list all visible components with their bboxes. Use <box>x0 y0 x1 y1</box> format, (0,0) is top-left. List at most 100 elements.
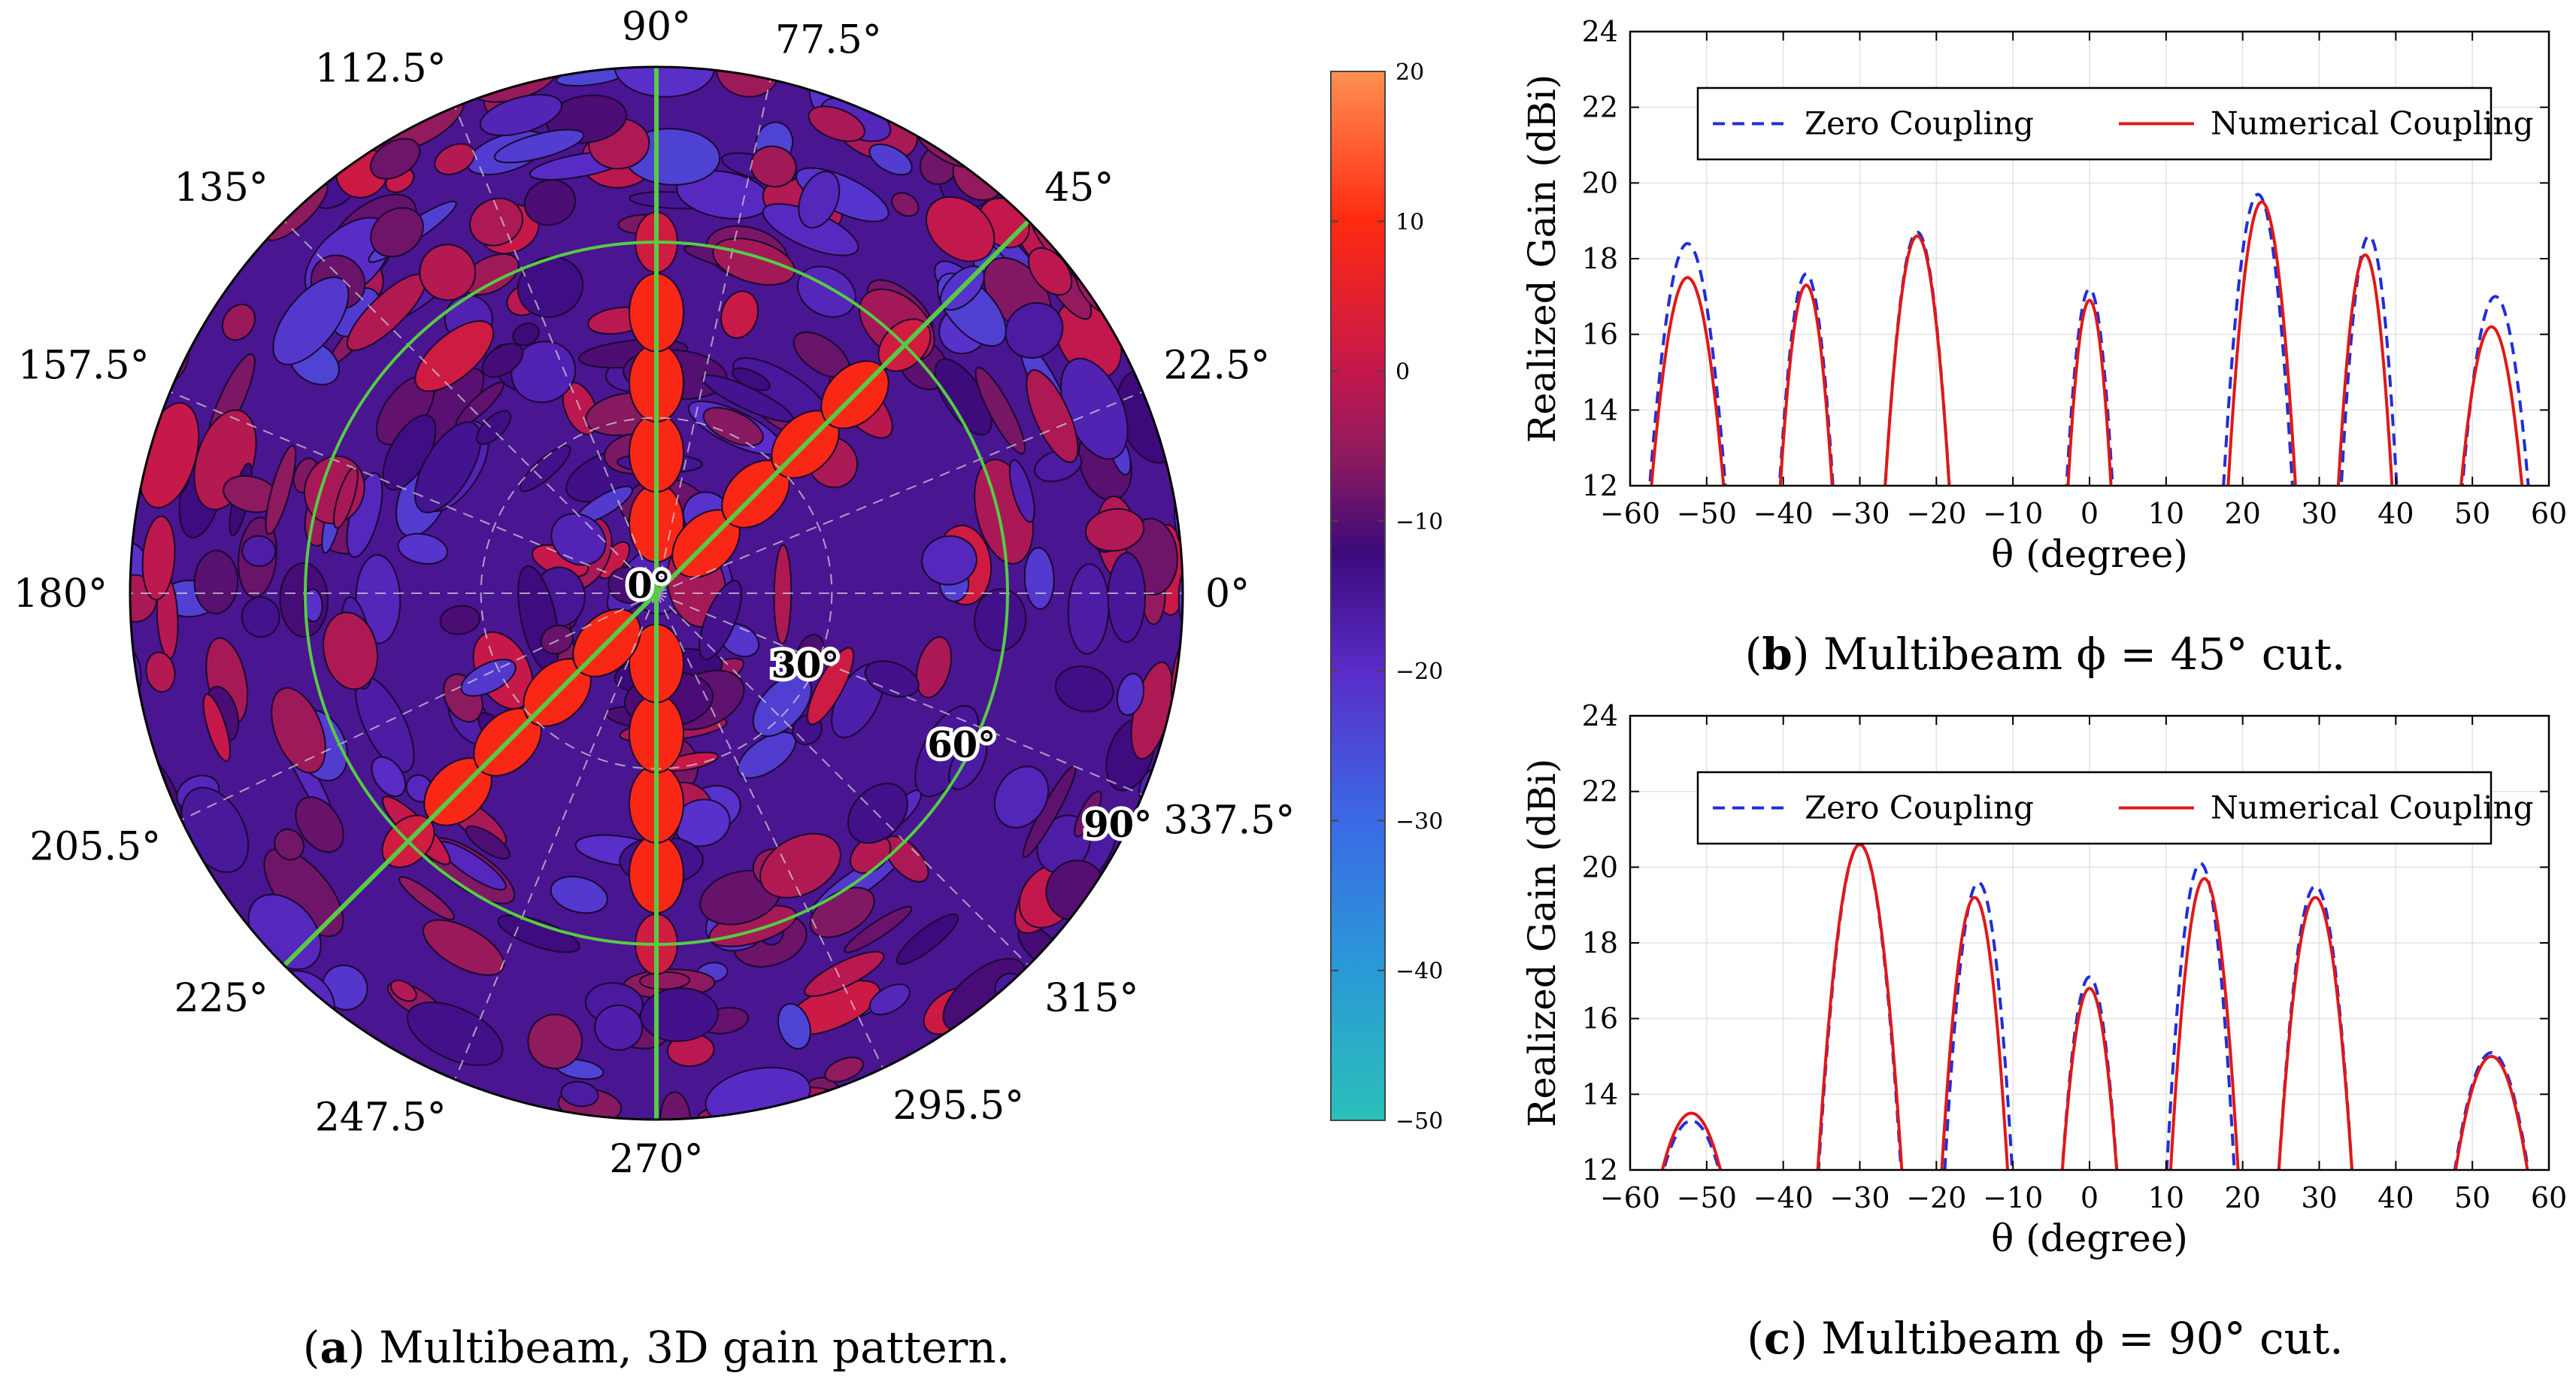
cut90-zero-lobe-4 <box>2164 863 2238 1230</box>
cut45-legend-label-1: Numerical Coupling <box>2211 105 2534 142</box>
cut45-xtick-label: 0 <box>2080 497 2099 530</box>
colorbar-tick-label: −50 <box>1396 1108 1443 1135</box>
polar-lobe <box>1108 553 1145 642</box>
cut45-xtick-label: 10 <box>2148 497 2184 530</box>
cut45-xlabel: θ (degree) <box>1991 532 2188 576</box>
cut45-zero-lobe-0 <box>1646 244 1729 540</box>
cut90-curves <box>1654 844 2534 1232</box>
polar-angle-label: 77.5° <box>775 17 882 62</box>
cut45-xtick-label: −50 <box>1677 497 1737 530</box>
cut45-ytick-label: 12 <box>1582 469 1618 502</box>
cut45-ytick-label: 22 <box>1582 91 1618 124</box>
colorbar-tick-label: 20 <box>1396 59 1424 86</box>
colorbar-bar <box>1331 71 1385 1120</box>
polar-lobe <box>1178 568 1195 628</box>
cut45-numerical-lobe-5 <box>2335 255 2395 538</box>
polar-lobe <box>640 971 689 989</box>
polar-angle-label: 112.5° <box>315 47 447 92</box>
polar-ring-label: 30° <box>771 644 840 686</box>
colorbar-tick-label: −40 <box>1396 959 1443 985</box>
cut90-ytick-label: 14 <box>1582 1077 1618 1111</box>
cut45-ytick-label: 14 <box>1582 393 1618 426</box>
figure-canvas: 90° 77.5° 45° 22.5° 0° 337.5° 315° 295.5° 270° 24… <box>0 0 2576 1388</box>
cut90-xtick-label: 50 <box>2454 1181 2490 1214</box>
cut45-xtick-label: −20 <box>1906 497 1966 530</box>
chart-phi-45: −60 −50 −40 −30 −20 −10 0 10 20 30 40 50 60121416182… <box>1520 15 2567 576</box>
polar-lobe <box>774 545 792 644</box>
cut90-numerical-lobe-4 <box>2168 878 2241 1229</box>
cut90-xtick-label: 10 <box>2148 1181 2184 1214</box>
cut90-xtick-label: −40 <box>1753 1181 1814 1214</box>
cut90-ytick-label: 22 <box>1582 775 1618 808</box>
cut45-numerical-lobe-2 <box>1882 236 1953 541</box>
cut45-xtick-label: 30 <box>2301 497 2337 530</box>
cut90-ytick-label: 24 <box>1582 699 1618 732</box>
cut90-xtick-label: −20 <box>1906 1181 1966 1214</box>
polar-panel: 90° 77.5° 45° 22.5° 0° 337.5° 315° 295.5° 270° 24… <box>14 5 1296 1182</box>
polar-ring-label: 60° <box>927 724 996 766</box>
cut45-xtick-label: 40 <box>2377 497 2414 530</box>
cut90-xlabel: θ (degree) <box>1991 1217 2188 1260</box>
cut90-xtick-label: 0 <box>2080 1181 2099 1214</box>
polar-lobe <box>194 550 239 614</box>
cut90-ytick-label: 18 <box>1582 926 1618 959</box>
chart-phi-90: −60 −50 −40 −30 −20 −10 0 10 20 30 40 50 60121416182… <box>1520 699 2567 1260</box>
cut45-xtick-label: −40 <box>1753 497 1814 530</box>
cut45-numerical-lobe-4 <box>2225 202 2299 544</box>
cut45-ytick-label: 18 <box>1582 242 1618 275</box>
cut45-ytick-label: 20 <box>1582 166 1618 199</box>
polar-angle-label: 270° <box>609 1137 703 1182</box>
cut45-xtick-label: −10 <box>1983 497 2043 530</box>
cut90-zero-lobe-2 <box>1941 883 2015 1229</box>
cut45-ytick-label: 16 <box>1582 318 1618 351</box>
polar-angle-label: 135° <box>174 165 268 211</box>
cut90-xtick-label: 60 <box>2531 1181 2567 1214</box>
polar-ring-label: 0° <box>627 565 670 607</box>
caption-c: (c) Multibeam ϕ = 90° cut. <box>1747 1313 2343 1364</box>
polar-angle-label: 295.5° <box>893 1083 1024 1129</box>
caption-b: (b) Multibeam ϕ = 45° cut. <box>1745 629 2346 680</box>
cut45-ylabel: Realized Gain (dBi) <box>1520 74 1564 443</box>
cut45-zero-lobe-5 <box>2338 236 2399 541</box>
cut90-ylabel: Realized Gain (dBi) <box>1520 759 1564 1127</box>
colorbar-tick-label: −30 <box>1396 808 1443 835</box>
cut45-legend-label-0: Zero Coupling <box>1805 105 2034 142</box>
polar-angle-label: 337.5° <box>1163 798 1295 843</box>
polar-angle-label: 225° <box>174 976 268 1021</box>
colorbar-tick-label: −20 <box>1396 659 1443 685</box>
cut45-xtick-label: 50 <box>2454 497 2490 530</box>
cut45-xtick-label: −30 <box>1829 497 1890 530</box>
cut90-ytick-label: 16 <box>1582 1002 1618 1035</box>
cut90-numerical-lobe-2 <box>1938 898 2011 1227</box>
polar-angle-label: 247.5° <box>315 1095 447 1140</box>
cut45-zero-lobe-4 <box>2220 194 2296 544</box>
cut90-xtick-label: −30 <box>1829 1181 1890 1214</box>
colorbar-tick-label: 10 <box>1396 209 1424 235</box>
polar-angle-label: 180° <box>14 571 108 617</box>
colorbar-tick-label: −10 <box>1396 509 1443 535</box>
polar-angle-label: 90° <box>622 5 691 50</box>
polar-angle-label: 157.5° <box>18 344 150 389</box>
cut45-xtick-label: 60 <box>2531 497 2567 530</box>
cut90-xtick-label: 40 <box>2377 1181 2414 1214</box>
polar-angle-label: 205.5° <box>29 824 161 869</box>
cut90-ytick-label: 12 <box>1582 1153 1618 1186</box>
cut90-xtick-label: −10 <box>1983 1181 2043 1214</box>
cut45-xtick-label: 20 <box>2224 497 2260 530</box>
cut90-xtick-label: 30 <box>2301 1181 2337 1214</box>
polar-angle-label: 22.5° <box>1163 344 1270 389</box>
polar-angle-label: 45° <box>1044 165 1114 211</box>
cut90-ytick-label: 20 <box>1582 850 1618 883</box>
cut90-xtick-label: 20 <box>2224 1181 2260 1214</box>
cut90-legend-label-0: Zero Coupling <box>1805 789 2034 826</box>
colorbar-tick-label: 0 <box>1396 359 1410 386</box>
cut90-numerical-lobe-5 <box>2275 898 2356 1227</box>
polar-angle-label: 315° <box>1044 976 1138 1021</box>
colorbar: 20 10 0 −10 −20 −30 −40 −50 <box>1331 59 1443 1135</box>
cut45-ytick-label: 24 <box>1582 15 1618 48</box>
cut90-legend-label-1: Numerical Coupling <box>2211 789 2534 826</box>
caption-a: (a) Multibeam, 3D gain pattern. <box>303 1322 1010 1373</box>
cut90-xtick-label: −50 <box>1677 1181 1737 1214</box>
polar-ring-label: 90° <box>1083 804 1152 846</box>
polar-angle-label: 0° <box>1205 571 1250 617</box>
